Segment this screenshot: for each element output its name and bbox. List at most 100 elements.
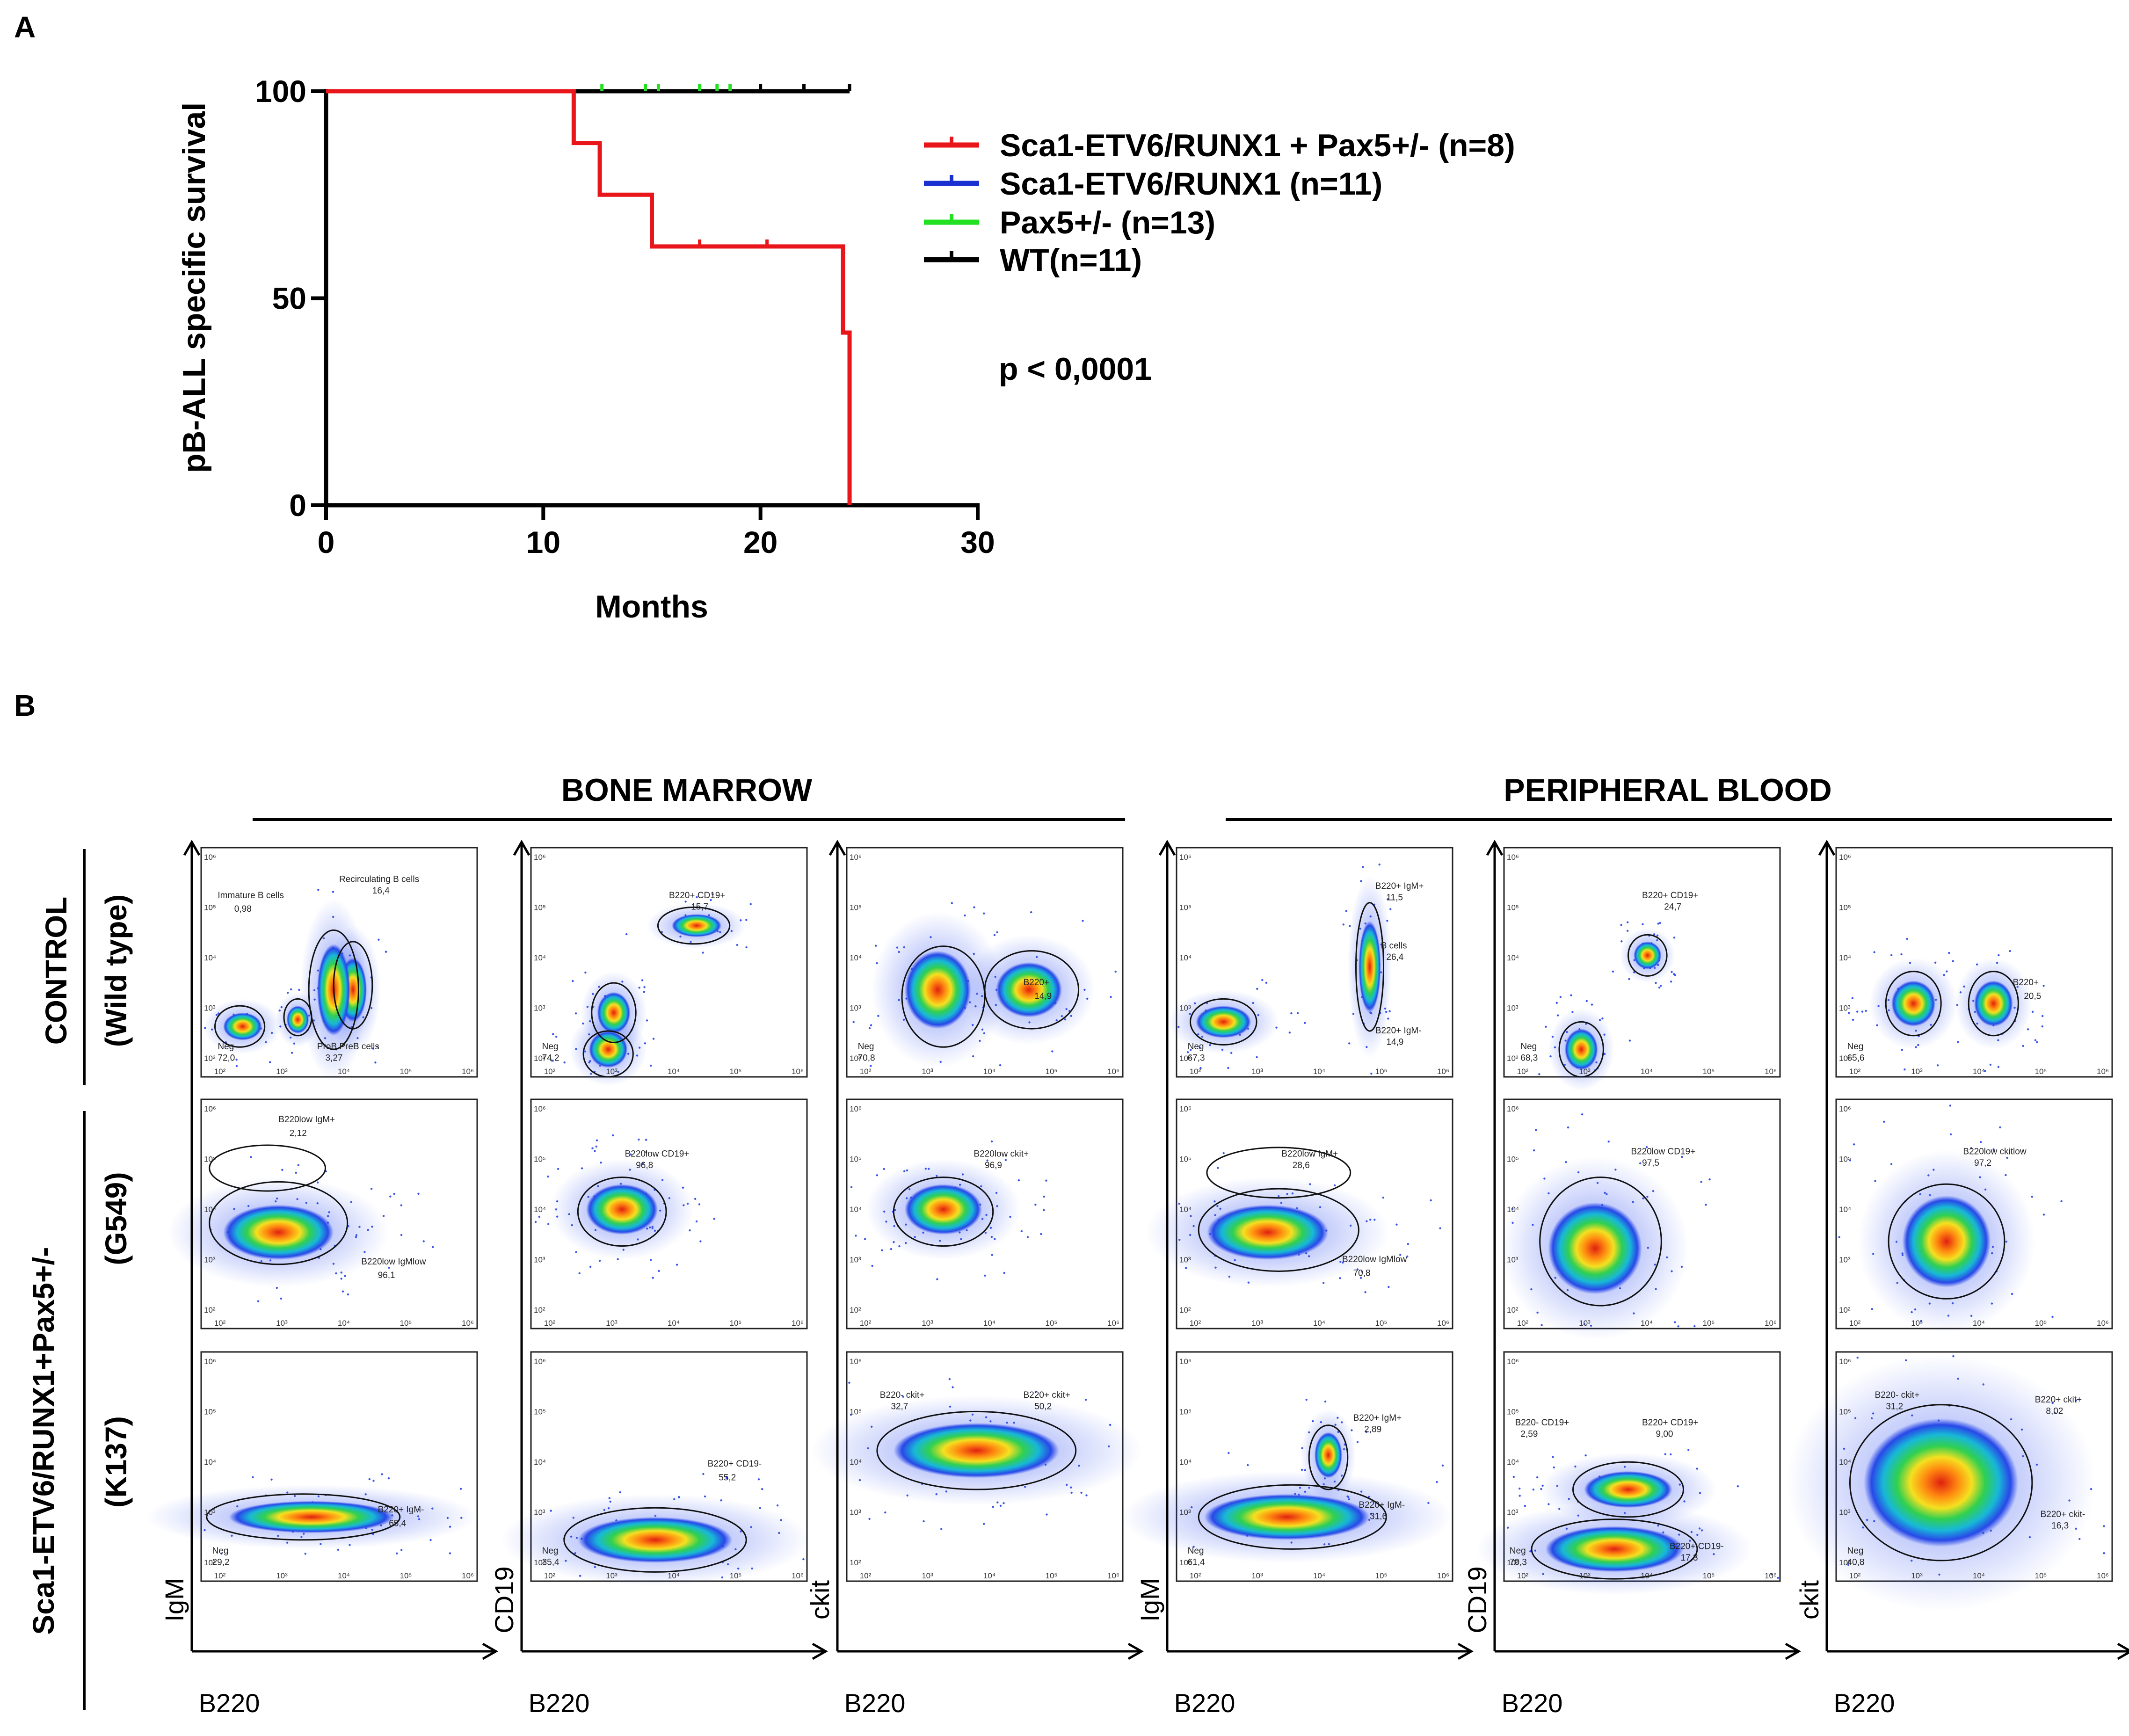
event-dot <box>1030 911 1032 914</box>
event-dot <box>1178 1239 1181 1241</box>
event-dot <box>589 1060 591 1062</box>
y-decade-label: 10⁴ <box>850 1458 862 1467</box>
y-decade-label: 10⁴ <box>1507 1458 1519 1467</box>
event-dot <box>446 1517 449 1519</box>
event-dot <box>591 1147 594 1149</box>
x-decade-label: 10⁶ <box>462 1067 474 1076</box>
event-dot <box>651 1227 654 1229</box>
event-dot <box>2035 1463 2038 1466</box>
gate-outline <box>1558 1021 1604 1078</box>
event-dot <box>1566 1289 1569 1292</box>
event-dot <box>1552 1456 1554 1458</box>
event-dot <box>1529 1550 1532 1553</box>
event-dot <box>349 954 351 957</box>
event-dot <box>1851 997 1853 999</box>
event-dot <box>1020 1230 1023 1233</box>
row-label-k137: (K137) <box>99 1416 133 1508</box>
event-dot <box>2051 1315 2054 1318</box>
event-dot <box>1919 1193 1921 1195</box>
gate-label: 55,2 <box>719 1473 736 1482</box>
event-dot <box>749 903 752 905</box>
event-dot <box>370 1188 373 1190</box>
event-dot <box>1671 971 1673 973</box>
event-dot <box>1901 1049 1903 1051</box>
x-decade-label: 10³ <box>1579 1067 1591 1076</box>
y-decade-label: 10⁴ <box>1839 953 1851 962</box>
event-dot <box>349 1544 351 1546</box>
gate-outline <box>1190 998 1257 1046</box>
event-dot <box>1304 1022 1306 1024</box>
event-dot <box>342 1290 344 1293</box>
event-dot <box>1680 1265 1683 1268</box>
event-dot <box>1543 1177 1546 1180</box>
y-axis-arrowhead <box>183 839 201 856</box>
y-decade-label: 10⁵ <box>1839 1155 1851 1164</box>
event-dot <box>1439 1227 1441 1229</box>
event-dot <box>1541 1484 1544 1487</box>
event-dot <box>683 1204 685 1206</box>
event-dot <box>981 1218 984 1220</box>
event-dot <box>1407 1243 1409 1245</box>
event-dot <box>1369 915 1372 918</box>
y-decade-label: 10⁶ <box>204 853 216 862</box>
x-decade-label: 10⁶ <box>1437 1319 1449 1328</box>
event-dot <box>1917 1044 1919 1046</box>
event-dot <box>1713 1553 1715 1555</box>
event-dot <box>1339 1277 1341 1279</box>
gate-outline <box>582 1030 634 1078</box>
event-dot <box>1623 1466 1626 1468</box>
event-dot <box>973 906 975 908</box>
event-dot <box>400 1204 402 1206</box>
event-dot <box>1046 1513 1048 1516</box>
event-dot <box>870 1024 872 1026</box>
event-dot <box>1701 1529 1703 1532</box>
event-dot <box>990 1235 993 1238</box>
event-dot <box>388 1266 390 1269</box>
y-tick-label: 100 <box>255 74 306 109</box>
event-dot <box>1296 1012 1299 1014</box>
event-dot <box>1328 1543 1330 1545</box>
event-dot <box>1658 986 1661 989</box>
x-decade-label: 10⁴ <box>1313 1067 1325 1076</box>
column-axes-4: CD19 B220 <box>1462 839 1802 1718</box>
x-decade-label: 10³ <box>276 1319 288 1328</box>
y-decade-label: 10⁶ <box>534 1357 546 1366</box>
gate-label: 20,5 <box>2024 991 2041 1001</box>
event-dot <box>286 1541 289 1544</box>
gate-outline <box>876 1410 1077 1490</box>
event-dot <box>1368 1496 1370 1498</box>
series-line-0 <box>326 89 852 505</box>
event-dot <box>1342 1261 1344 1264</box>
y-axis-arrowhead <box>1158 839 1176 856</box>
event-dot <box>1564 1039 1567 1042</box>
event-dot <box>417 1509 420 1511</box>
event-dot <box>1320 1421 1322 1424</box>
x-decade-label: 10³ <box>1911 1319 1923 1328</box>
event-dot <box>372 1047 374 1050</box>
event-dot <box>740 919 742 922</box>
event-dot <box>260 1260 262 1263</box>
event-dot <box>702 952 704 954</box>
event-dot <box>1577 1514 1579 1517</box>
event-dot <box>1065 1008 1068 1010</box>
event-dot <box>1992 1148 1995 1150</box>
event-dot <box>1980 1141 1982 1143</box>
x-decade-label: 10² <box>214 1067 226 1076</box>
event-dot <box>712 893 714 896</box>
event-dot <box>1427 1502 1430 1504</box>
gate-label: 28,6 <box>1293 1161 1310 1170</box>
event-dot <box>1646 1196 1649 1198</box>
event-dot <box>612 1134 614 1137</box>
x-axis-title-1: B220 <box>529 1688 590 1718</box>
event-dot <box>659 1209 661 1212</box>
x-decade-label: 10⁵ <box>400 1319 412 1328</box>
event-dot <box>621 981 624 983</box>
event-dot <box>1872 1253 1875 1255</box>
event-dot <box>734 1548 737 1550</box>
event-dot <box>1551 1036 1554 1038</box>
event-dot <box>1256 988 1258 990</box>
gate-label: B cells <box>1381 941 1407 951</box>
x-decade-label: 10⁵ <box>2035 1319 2047 1328</box>
y-decade-label: 10⁶ <box>1507 1104 1519 1113</box>
